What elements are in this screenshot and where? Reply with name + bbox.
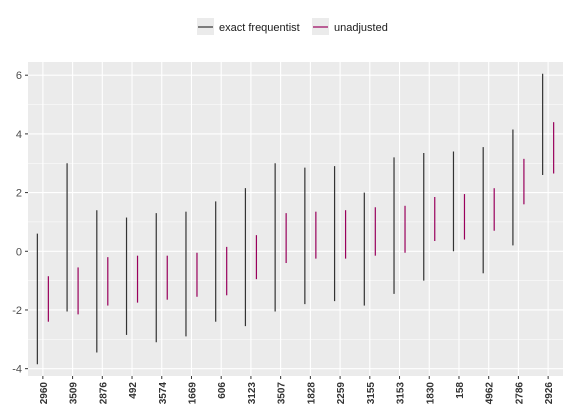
x-tick-label: 2259 [336, 382, 347, 405]
x-tick-label: 2786 [514, 382, 525, 405]
x-tick-label: 3153 [396, 382, 407, 405]
y-tick-label: 4 [16, 129, 22, 141]
x-tick-label: 606 [217, 382, 228, 399]
x-tick-label: 3507 [277, 382, 288, 405]
x-tick-label: 492 [128, 382, 139, 399]
x-tick-label: 4962 [485, 382, 496, 405]
y-tick-label: 6 [16, 70, 22, 82]
x-tick-label: 1669 [187, 382, 198, 405]
grid [28, 62, 563, 376]
y-axis: -4 -2 0 2 4 6 [12, 70, 28, 376]
y-tick-label: 2 [16, 188, 22, 200]
legend-label: exact frequentist [219, 22, 300, 34]
x-tick-label: 1830 [425, 382, 436, 405]
x-tick-label: 3574 [158, 382, 169, 405]
x-tick-label: 3155 [366, 382, 377, 405]
x-tick-label: 2926 [544, 382, 555, 405]
legend-label: unadjusted [334, 22, 388, 34]
x-tick-label: 158 [455, 382, 466, 399]
y-tick-label: -4 [12, 364, 22, 376]
y-tick-label: -2 [12, 305, 22, 317]
x-tick-label: 3123 [247, 382, 258, 405]
x-tick-label: 3509 [69, 382, 80, 405]
x-axis: 2960 3509 2876 492 3574 1669 606 3123 3507 1828 22… [39, 376, 555, 404]
x-tick-label: 2876 [98, 382, 109, 405]
x-tick-label: 1828 [306, 382, 317, 405]
x-tick-label: 2960 [39, 382, 50, 405]
y-tick-label: 0 [16, 246, 22, 258]
legend: exact frequentist unadjusted [197, 18, 388, 35]
plot-panel [28, 62, 563, 376]
error-bars [36, 73, 555, 365]
